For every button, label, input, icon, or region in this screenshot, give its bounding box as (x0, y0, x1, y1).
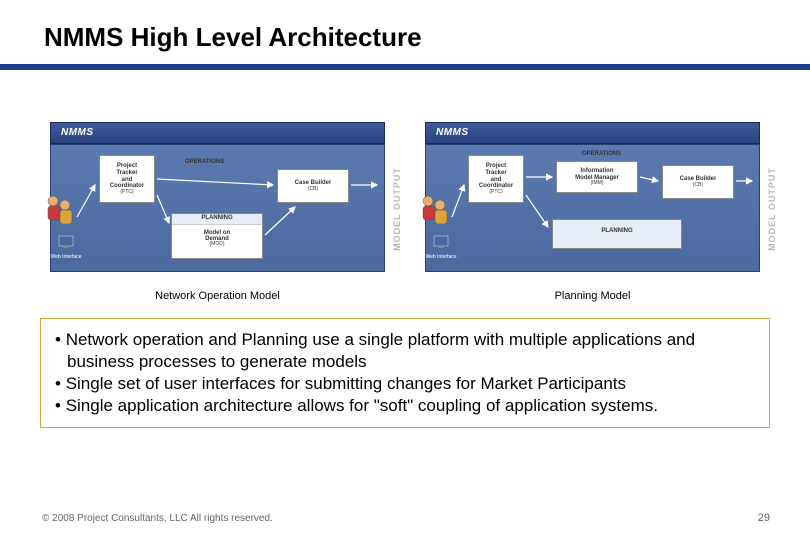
web-interface-label-r: Web Interface (422, 255, 460, 260)
ptc-line3: and (122, 177, 133, 184)
ptc-r-line1: Project (486, 163, 506, 170)
slide-title: NMMS High Level Architecture (44, 22, 422, 53)
planning-strip: PLANNING (172, 214, 262, 225)
nmms-body-left: Web Interface Project Tracker and Coordi… (50, 144, 385, 272)
mod-sub: (MOD) (172, 242, 262, 247)
bullets-box: • Network operation and Planning use a s… (40, 318, 770, 428)
captions-row: Network Operation Model Planning Model (50, 290, 760, 302)
bullet-item: • Network operation and Planning use a s… (55, 329, 755, 373)
diagram-left: NMMS Web Interface Project Tracker and C… (50, 122, 385, 272)
nmms-header-label-r: NMMS (426, 123, 759, 142)
operations-label: OPERATIONS (185, 159, 224, 165)
model-output-text-r: MODEL OUTPUT (767, 167, 777, 251)
ptc-box: Project Tracker and Coordinator (PTC) (99, 155, 155, 203)
cb-sub: (CB) (308, 187, 318, 192)
model-output-text: MODEL OUTPUT (392, 167, 402, 251)
model-output-right: MODEL OUTPUT (762, 148, 782, 270)
ptc-r-sub: (PTC) (489, 190, 502, 195)
cb-box: Case Builder (CB) (277, 169, 349, 203)
imm-line1: Information (581, 168, 614, 175)
nmms-header-right: NMMS (425, 122, 760, 144)
bullet-item: • Single set of user interfaces for subm… (55, 373, 755, 395)
nmms-header-label: NMMS (51, 123, 384, 142)
caption-left: Network Operation Model (50, 290, 385, 302)
cb-box-r: Case Builder (CB) (662, 165, 734, 199)
diagram-right: NMMS Web Interface Project Tracker and C… (425, 122, 760, 272)
actor-icon (43, 193, 75, 238)
footer-copyright: © 2008 Project Consultants, LLC All righ… (42, 513, 273, 524)
nmms-body-right: Web Interface Project Tracker and Coordi… (425, 144, 760, 272)
ptc-box-r: Project Tracker and Coordinator (PTC) (468, 155, 524, 203)
cb-r-sub: (CB) (693, 183, 703, 188)
actor-icon-r (418, 193, 450, 238)
title-underline (0, 64, 810, 70)
ptc-line2: Tracker (116, 170, 137, 177)
ptc-sub: (PTC) (120, 190, 133, 195)
nmms-header-left: NMMS (50, 122, 385, 144)
ptc-r-line3: and (491, 177, 502, 184)
bullets-list: • Network operation and Planning use a s… (55, 329, 755, 417)
operations-label-r: OPERATIONS (582, 151, 621, 157)
ptc-line1: Project (117, 163, 137, 170)
footer-page-number: 29 (758, 512, 770, 524)
planning-mod-box: PLANNING Model on Demand (MOD) (171, 213, 263, 259)
model-output-left: MODEL OUTPUT (387, 148, 407, 270)
bullet-item: • Single application architecture allows… (55, 395, 755, 417)
diagrams-row: NMMS Web Interface Project Tracker and C… (50, 122, 760, 282)
caption-right: Planning Model (425, 290, 760, 302)
ptc-r-line2: Tracker (485, 170, 506, 177)
web-interface-icon-r: Web Interface (422, 235, 460, 260)
planning-strip-r: PLANNING (553, 220, 681, 248)
web-interface-label: Web Interface (47, 255, 85, 260)
imm-box: Information Model Manager (IMM) (556, 161, 638, 193)
planning-box-r: PLANNING (552, 219, 682, 249)
imm-sub: (IMM) (590, 181, 603, 186)
web-interface-icon: Web Interface (47, 235, 85, 260)
